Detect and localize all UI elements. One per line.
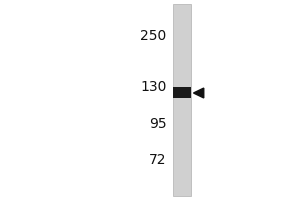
Bar: [172, 4, 190, 196]
Text: 130: 130: [140, 80, 166, 94]
Text: 95: 95: [149, 117, 167, 131]
Text: 72: 72: [149, 153, 166, 167]
Polygon shape: [194, 88, 204, 98]
Text: 250: 250: [140, 29, 166, 43]
Bar: [172, 87, 190, 98]
